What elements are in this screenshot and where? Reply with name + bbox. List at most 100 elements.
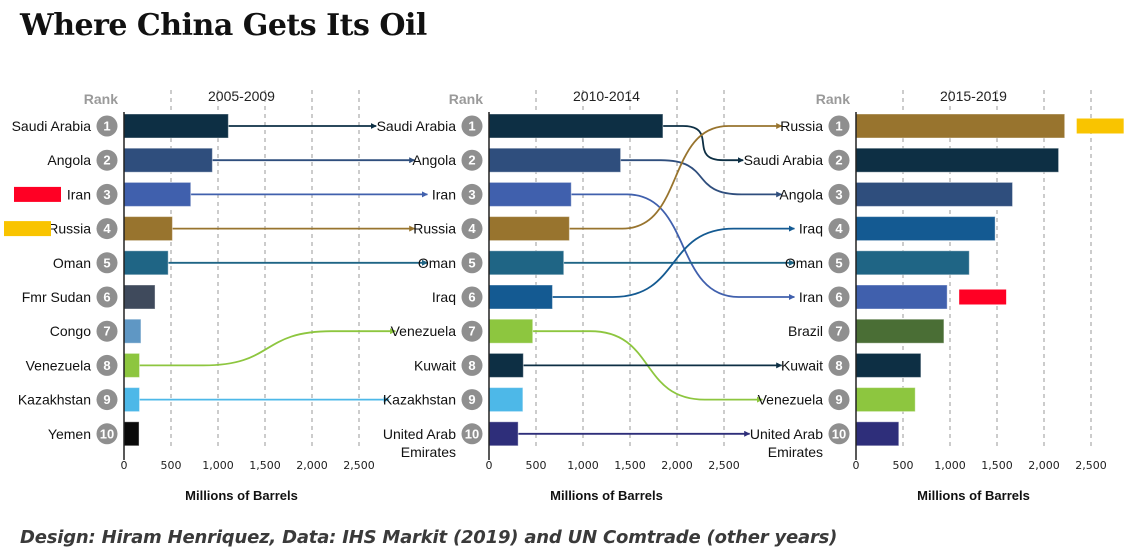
x-tick-label: 1,500 [249,459,281,472]
rank-header: Rank [816,91,850,107]
rank-number: 6 [103,290,110,305]
x-tick-label: 1,500 [614,459,646,472]
country-label: Iraq [432,289,456,305]
rank-badge [461,354,483,376]
rank-badge [96,389,118,411]
country-label: Kazakhstan [18,392,91,408]
rank-badge [828,389,850,411]
rank-number: 7 [468,324,475,339]
rank-badge [461,252,483,274]
rank-badge [461,286,483,308]
panel-title: 2005-2009 [208,88,275,104]
rank-badge [96,218,118,240]
country-label: Kuwait [414,357,456,373]
x-tick-label: 1,000 [567,459,599,472]
rank-badge [828,252,850,274]
rank-badge [461,115,483,137]
highlight-marker [4,221,51,237]
rank-badge [461,218,483,240]
rank-badge [461,423,483,445]
rank-badge [96,183,118,205]
country-label: Oman [418,255,456,271]
country-label: Russia [48,221,91,237]
country-label: Oman [53,255,91,271]
rank-header: Rank [449,91,483,107]
rank-badge [96,252,118,274]
rank-badge [828,320,850,342]
rank-number: 5 [103,255,110,270]
country-label: Yemen [48,426,91,442]
rank-number: 2 [835,153,842,168]
country-label: Russia [413,221,456,237]
bar [488,284,553,310]
rank-number: 7 [103,324,110,339]
rank-number: 3 [835,187,842,202]
x-tick-label: 2,000 [661,459,693,472]
connector-line [571,193,795,300]
country-label: Iran [432,186,456,202]
connector-line [569,123,783,230]
country-label: Saudi Arabia [744,152,824,168]
country-label: Congo [50,323,91,339]
credit-line: Design: Hiram Henriquez, Data: IHS Marki… [20,527,838,548]
rank-badge [461,183,483,205]
bar [855,250,970,276]
country-label: Saudi Arabia [12,118,92,134]
bar [855,318,945,344]
x-tick-label: 1,000 [202,459,234,472]
bar [855,181,1014,207]
bar [488,250,565,276]
country-label: Venezuela [758,392,824,408]
panel-2015-2019: 2015-2019 Rank 0 500 1,000 1,500 2,000 2,500 Mil… [744,88,1124,503]
bar [488,181,572,207]
x-tick-label: 0 [486,459,493,472]
rank-number: 9 [468,392,475,407]
x-axis-label: Millions of Barrels [917,488,1030,503]
bar [855,421,900,447]
bar [488,421,519,447]
bar [123,284,156,310]
bar [855,284,948,310]
x-tick-label: 0 [121,459,128,472]
bar [123,421,140,447]
bar [855,147,1060,173]
x-axis-label: Millions of Barrels [185,488,298,503]
rank-badge [461,320,483,342]
rank-badge [461,389,483,411]
rank-number: 10 [832,426,846,441]
country-label: Iran [799,289,823,305]
country-label: Angola [412,152,456,168]
country-label: Angola [779,186,823,202]
country-label: Emirates [768,444,823,460]
connector-line [139,328,396,367]
bar [488,318,534,344]
highlight-marker [14,186,61,202]
country-label: Oman [785,255,823,271]
rank-badge [828,423,850,445]
rank-number: 1 [468,119,475,134]
bar [488,113,664,139]
country-label: Fmr Sudan [22,289,91,305]
chart-title: Where China Gets Its Oil [20,8,427,43]
x-tick-label: 1,500 [981,459,1013,472]
x-tick-label: 2,500 [708,459,740,472]
rank-badge [96,286,118,308]
bar [488,387,524,413]
bar [488,147,622,173]
bar [855,113,1066,139]
connector-line [662,125,744,164]
country-label: Emirates [401,444,456,460]
rank-number: 5 [468,255,475,270]
x-tick-label: 2,500 [1075,459,1107,472]
rank-badge [828,115,850,137]
rank-number: 10 [100,426,114,441]
bar [123,216,173,242]
rank-badge [96,115,118,137]
country-label: Saudi Arabia [377,118,457,134]
x-tick-label: 1,000 [934,459,966,472]
rank-badge [96,149,118,171]
rank-badge [828,149,850,171]
bar [855,387,916,413]
highlight-marker [1076,118,1124,134]
country-label: Iraq [799,221,823,237]
